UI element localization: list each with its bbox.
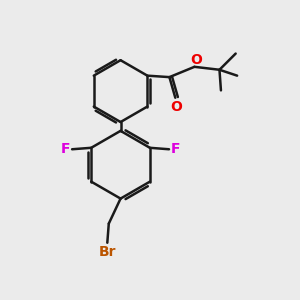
Text: O: O bbox=[170, 100, 182, 114]
Text: F: F bbox=[61, 142, 70, 156]
Text: O: O bbox=[190, 53, 202, 67]
Text: F: F bbox=[171, 142, 180, 156]
Text: Br: Br bbox=[99, 244, 116, 259]
